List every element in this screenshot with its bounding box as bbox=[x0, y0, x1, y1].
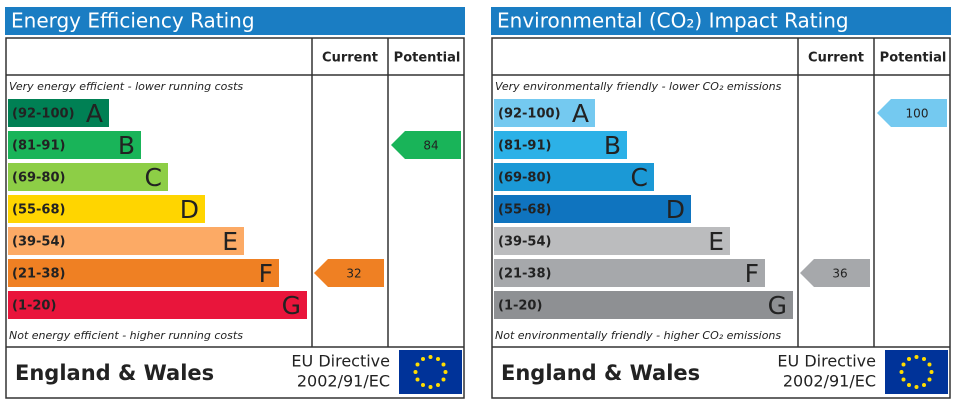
eu-star bbox=[899, 370, 904, 374]
eu-star bbox=[929, 370, 934, 374]
eu-star bbox=[914, 385, 919, 389]
band-range: (39-54) bbox=[498, 235, 551, 250]
rating-band bbox=[8, 291, 307, 319]
top-note: Very energy efficient - lower running co… bbox=[9, 80, 243, 93]
column-header: Current bbox=[808, 51, 864, 66]
band-range: (21-38) bbox=[498, 267, 551, 282]
band-range: (1-20) bbox=[12, 299, 56, 314]
band-letter: F bbox=[259, 259, 273, 288]
rating-band bbox=[494, 291, 793, 319]
band-letter: F bbox=[745, 259, 759, 288]
band-range: (55-68) bbox=[498, 203, 551, 218]
eu-star bbox=[901, 362, 906, 367]
column-header: Potential bbox=[880, 51, 947, 66]
footer-directive: 2002/91/EC bbox=[783, 372, 876, 391]
eu-star bbox=[413, 370, 418, 374]
eu-star bbox=[441, 377, 446, 382]
rating-arrow bbox=[391, 131, 461, 159]
rating-arrow bbox=[314, 259, 384, 287]
band-letter: B bbox=[604, 131, 621, 160]
band-letter: D bbox=[666, 195, 685, 224]
footer-directive: 2002/91/EC bbox=[297, 372, 390, 391]
top-note: Very environmentally friendly - lower CO… bbox=[495, 80, 782, 93]
eu-star bbox=[441, 362, 446, 367]
eu-star bbox=[421, 382, 425, 387]
eu-star bbox=[415, 362, 420, 367]
rating-band bbox=[494, 131, 627, 159]
footer-directive: EU Directive bbox=[291, 352, 390, 371]
eu-star bbox=[436, 382, 440, 387]
band-letter: B bbox=[118, 131, 135, 160]
eu-star bbox=[907, 382, 911, 387]
eu-star bbox=[436, 357, 440, 362]
rating-band bbox=[494, 227, 730, 255]
band-range: (92-100) bbox=[498, 107, 561, 122]
rating-band bbox=[8, 131, 141, 159]
rating-band bbox=[8, 259, 279, 287]
rating-arrow bbox=[877, 99, 947, 127]
rating-band bbox=[494, 195, 691, 223]
bottom-note: Not environmentally friendly - higher CO… bbox=[495, 329, 781, 342]
panel-title: Energy Efficiency Rating bbox=[11, 9, 255, 33]
rating-band bbox=[8, 163, 168, 191]
band-letter: E bbox=[708, 227, 724, 256]
eu-star bbox=[428, 385, 433, 389]
band-range: (69-80) bbox=[498, 171, 551, 186]
band-letter: G bbox=[282, 291, 301, 320]
eu-star bbox=[428, 355, 433, 359]
band-letter: E bbox=[222, 227, 238, 256]
band-range: (92-100) bbox=[12, 107, 75, 122]
band-letter: G bbox=[768, 291, 787, 320]
band-range: (21-38) bbox=[12, 267, 65, 282]
band-range: (39-54) bbox=[12, 235, 65, 250]
band-range: (1-20) bbox=[498, 299, 542, 314]
footer-directive: EU Directive bbox=[777, 352, 876, 371]
eu-star bbox=[914, 355, 919, 359]
band-letter: A bbox=[572, 99, 589, 128]
rating-band bbox=[8, 99, 109, 127]
eu-star bbox=[415, 377, 420, 382]
band-letter: C bbox=[631, 163, 648, 192]
bottom-note: Not energy efficient - higher running co… bbox=[9, 329, 243, 342]
band-letter: C bbox=[145, 163, 162, 192]
title-bar bbox=[491, 7, 951, 35]
band-letter: D bbox=[180, 195, 199, 224]
band-range: (55-68) bbox=[12, 203, 65, 218]
eu-star bbox=[443, 370, 448, 374]
footer-region: England & Wales bbox=[15, 361, 214, 385]
rating-band bbox=[8, 227, 244, 255]
eu-star bbox=[922, 382, 926, 387]
rating-band bbox=[494, 259, 765, 287]
rating-arrow bbox=[800, 259, 870, 287]
rating-value: 84 bbox=[423, 139, 438, 153]
band-range: (81-91) bbox=[12, 139, 65, 154]
eu-star bbox=[907, 357, 911, 362]
eu-star bbox=[421, 357, 425, 362]
title-bar bbox=[5, 7, 465, 35]
rating-band bbox=[494, 99, 595, 127]
column-header: Potential bbox=[394, 51, 461, 66]
band-letter: A bbox=[86, 99, 103, 128]
band-range: (81-91) bbox=[498, 139, 551, 154]
rating-band bbox=[8, 195, 205, 223]
rating-value: 36 bbox=[832, 267, 847, 281]
eu-star bbox=[922, 357, 926, 362]
rating-band bbox=[494, 163, 654, 191]
eu-star bbox=[901, 377, 906, 382]
rating-value: 32 bbox=[346, 267, 361, 281]
eu-star bbox=[927, 377, 932, 382]
column-header: Current bbox=[322, 51, 378, 66]
band-range: (69-80) bbox=[12, 171, 65, 186]
footer-region: England & Wales bbox=[501, 361, 700, 385]
rating-value: 100 bbox=[906, 107, 929, 121]
panel-title: Environmental (CO₂) Impact Rating bbox=[497, 9, 849, 33]
eu-star bbox=[927, 362, 932, 367]
